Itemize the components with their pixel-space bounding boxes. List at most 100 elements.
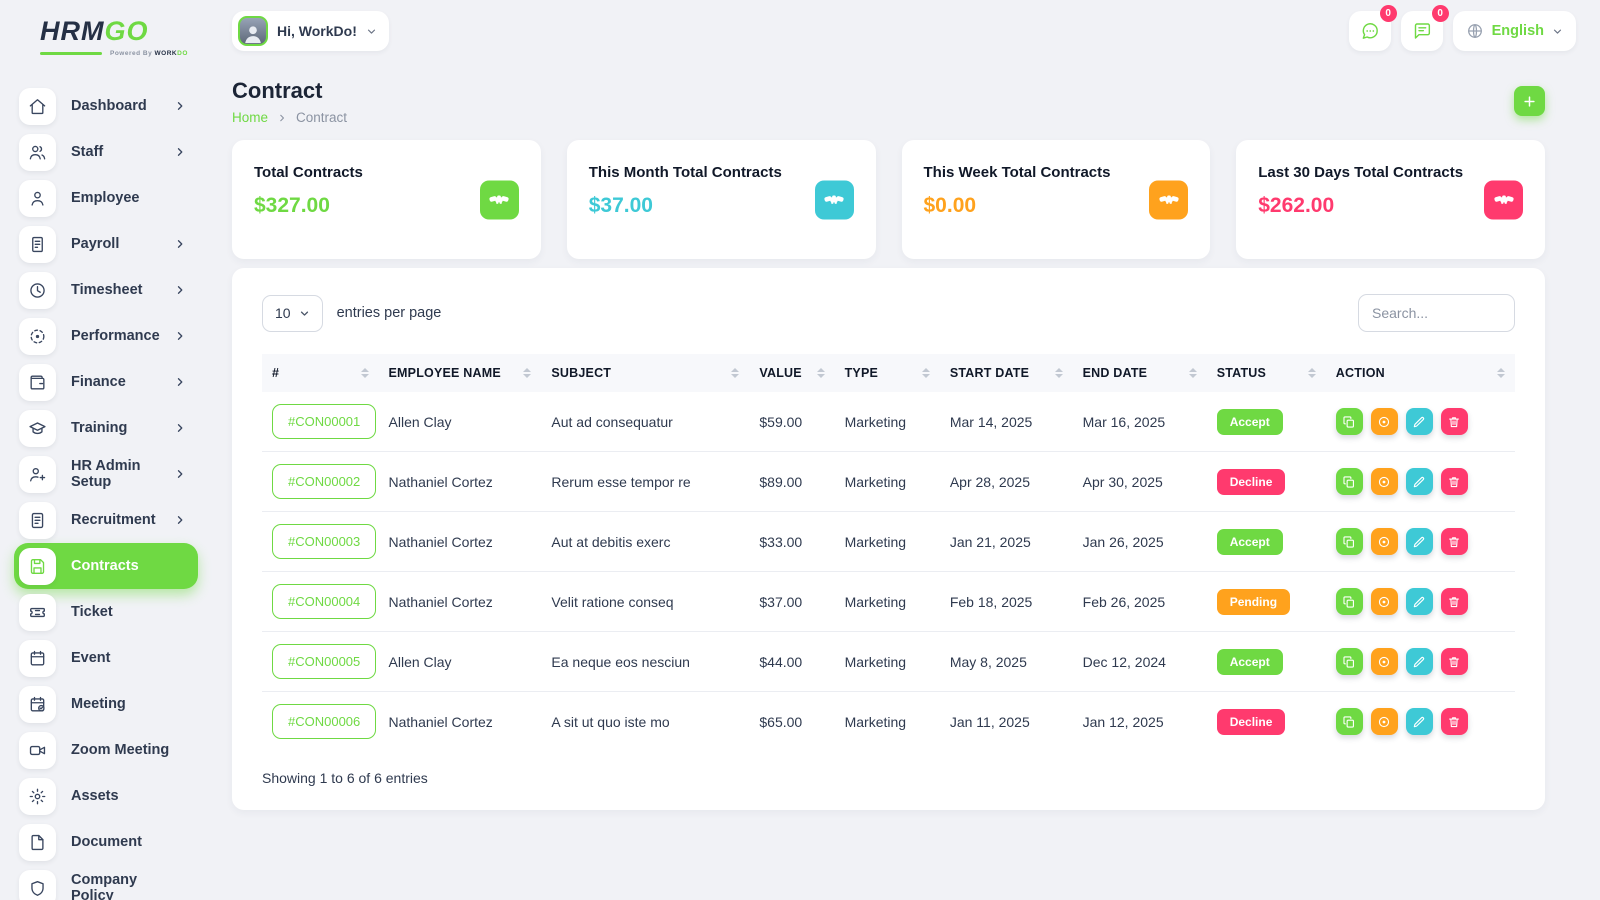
contracts-table-card: 10 entries per page # EMPLOYEE NAME SUBJ… [232, 268, 1545, 810]
type-cell: Marketing [834, 691, 940, 751]
language-selector[interactable]: English [1452, 11, 1576, 51]
contract-id-button[interactable]: #CON00001 [272, 404, 377, 439]
breadcrumb-current: Contract [296, 110, 348, 125]
sidebar-item-hr-admin-setup[interactable]: HR Admin Setup [14, 451, 198, 497]
end-date-cell: Jan 26, 2025 [1072, 511, 1207, 572]
scroll-icon [19, 501, 56, 539]
column-header[interactable]: ACTION [1336, 366, 1505, 380]
edit-button[interactable] [1405, 648, 1433, 675]
contract-id-button[interactable]: #CON00006 [272, 704, 377, 739]
stat-card: Total Contracts $327.00 [232, 140, 541, 259]
column-header[interactable]: STATUS [1217, 366, 1316, 380]
view-button[interactable] [1370, 708, 1398, 735]
start-date-cell: May 8, 2025 [939, 631, 1073, 692]
sidebar-item-employee[interactable]: Employee [14, 175, 198, 221]
sidebar-item-ticket[interactable]: Ticket [14, 589, 198, 635]
sidebar-item-performance[interactable]: Performance [14, 313, 198, 359]
message-square-icon [1412, 21, 1432, 41]
status-badge: Accept [1216, 648, 1283, 675]
edit-button[interactable] [1405, 528, 1433, 555]
contract-id-button[interactable]: #CON00003 [272, 524, 377, 559]
entries-per-page-select[interactable]: 10 [262, 294, 323, 332]
contract-id-button[interactable]: #CON00004 [272, 584, 377, 619]
messenger-button[interactable]: 0 [1348, 5, 1397, 51]
duplicate-button[interactable] [1335, 528, 1363, 555]
sidebar-item-label: Timesheet [71, 282, 143, 298]
view-button[interactable] [1370, 528, 1398, 555]
search-input[interactable] [1358, 294, 1515, 332]
sort-arrows-icon [731, 368, 740, 378]
sidebar-item-finance[interactable]: Finance [14, 359, 198, 405]
copy-icon [1342, 655, 1356, 669]
delete-button[interactable] [1440, 468, 1468, 495]
column-header[interactable]: VALUE [759, 366, 825, 380]
sidebar-item-document[interactable]: Document [14, 819, 198, 865]
entries-select-value: 10 [275, 305, 291, 321]
handshake-icon [1484, 180, 1523, 219]
contracts-table: # EMPLOYEE NAME SUBJECT VALUE TYPE START… [262, 354, 1515, 751]
value-cell: $59.00 [759, 413, 803, 430]
sidebar-item-assets[interactable]: Assets [14, 773, 198, 819]
view-button[interactable] [1370, 408, 1398, 435]
column-header[interactable]: END DATE [1083, 366, 1197, 380]
column-header[interactable]: EMPLOYEE NAME [389, 366, 532, 380]
view-button[interactable] [1370, 468, 1398, 495]
eye-icon [1377, 715, 1391, 729]
column-header[interactable]: START DATE [950, 366, 1063, 380]
notifications-button[interactable]: 0 [1400, 5, 1449, 51]
contract-id-button[interactable]: #CON00002 [272, 464, 377, 499]
delete-button[interactable] [1440, 528, 1468, 555]
sidebar-item-staff[interactable]: Staff [14, 129, 198, 175]
sidebar-item-label: Finance [71, 374, 126, 390]
sidebar-item-zoom-meeting[interactable]: Zoom Meeting [14, 727, 198, 773]
duplicate-button[interactable] [1335, 708, 1363, 735]
column-header[interactable]: SUBJECT [551, 366, 740, 380]
duplicate-button[interactable] [1335, 468, 1363, 495]
contract-id-button[interactable]: #CON00005 [272, 644, 377, 679]
delete-button[interactable] [1440, 648, 1468, 675]
column-header[interactable]: TYPE [845, 366, 930, 380]
add-contract-button[interactable] [1514, 86, 1545, 116]
duplicate-button[interactable] [1335, 588, 1363, 615]
sidebar-item-meeting[interactable]: Meeting [14, 681, 198, 727]
breadcrumb-home-link[interactable]: Home [232, 110, 269, 125]
notifications-badge: 0 [1431, 5, 1449, 22]
edit-button[interactable] [1405, 708, 1433, 735]
column-header-label: # [272, 366, 280, 380]
column-header-label: VALUE [759, 366, 802, 380]
column-header-label: STATUS [1216, 366, 1267, 380]
edit-button[interactable] [1405, 408, 1433, 435]
view-button[interactable] [1370, 588, 1398, 615]
chevron-right-icon [174, 514, 186, 526]
sidebar-item-training[interactable]: Training [14, 405, 198, 451]
sidebar-item-timesheet[interactable]: Timesheet [14, 267, 198, 313]
messenger-badge: 0 [1379, 5, 1397, 22]
delete-button[interactable] [1440, 588, 1468, 615]
delete-button[interactable] [1440, 708, 1468, 735]
sidebar-item-event[interactable]: Event [14, 635, 198, 681]
sort-arrows-icon [360, 368, 369, 378]
sidebar-item-recruitment[interactable]: Recruitment [14, 497, 198, 543]
stat-card-value: $0.00 [923, 194, 977, 217]
stat-card-label: This Week Total Contracts [923, 164, 1111, 181]
edit-button[interactable] [1405, 588, 1433, 615]
sidebar-item-dashboard[interactable]: Dashboard [14, 83, 198, 129]
sidebar-item-label: Document [71, 834, 142, 850]
view-button[interactable] [1370, 648, 1398, 675]
duplicate-button[interactable] [1335, 648, 1363, 675]
stat-card-value: $327.00 [254, 194, 330, 217]
column-header[interactable]: # [272, 366, 369, 380]
edit-button[interactable] [1405, 468, 1433, 495]
delete-button[interactable] [1440, 408, 1468, 435]
status-badge: Accept [1216, 528, 1283, 555]
gear-icon [19, 777, 56, 815]
duplicate-button[interactable] [1335, 408, 1363, 435]
sidebar-item-company-policy[interactable]: Company Policy [14, 865, 198, 900]
sidebar-item-label: Staff [71, 144, 104, 160]
pencil-icon [1412, 715, 1426, 729]
eye-icon [1377, 415, 1391, 429]
table-row: #CON00006 Nathaniel Cortez A sit ut quo … [262, 691, 1515, 751]
sidebar-item-contracts[interactable]: Contracts [14, 543, 198, 589]
user-menu[interactable]: Hi, WorkDo! [232, 11, 389, 51]
sidebar-item-payroll[interactable]: Payroll [14, 221, 198, 267]
